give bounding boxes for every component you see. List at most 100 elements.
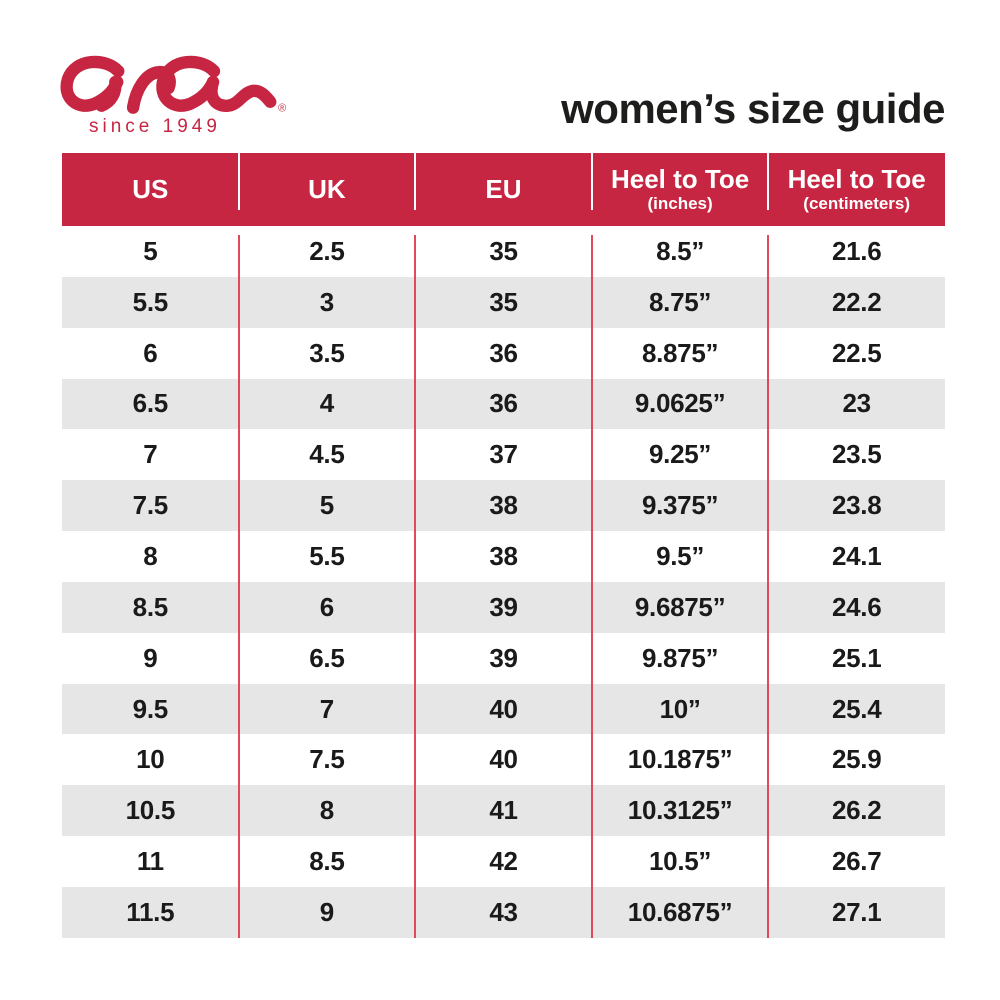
- table-cell: 10.3125”: [627, 795, 733, 826]
- table-row: 8.5 6 39 9.6875” 24.6: [62, 581, 945, 633]
- table-cell: 8.875”: [641, 337, 719, 368]
- header-column-divider: [414, 153, 417, 210]
- table-cell: 27.1: [831, 896, 882, 927]
- brand-block: ® since 1949: [60, 52, 300, 147]
- table-cell: 10: [136, 744, 165, 775]
- table-cell: 38: [489, 490, 518, 521]
- body-column-divider: [237, 235, 240, 938]
- body-column-divider: [414, 235, 417, 938]
- table-cell: 5.5: [132, 286, 169, 317]
- table-cell: 8: [319, 795, 334, 826]
- brand-tagline: since 1949: [89, 116, 221, 137]
- page-title: women’s size guide: [561, 85, 945, 132]
- table-cell: 24.6: [831, 591, 882, 622]
- table-cell: 10.5: [125, 795, 176, 826]
- table-cell: 9.5”: [656, 540, 705, 571]
- table-cell: 35: [489, 235, 518, 266]
- ara-logo-icon: ®: [60, 55, 286, 115]
- table-cell: 5: [143, 235, 158, 266]
- table-cell: 6: [319, 591, 334, 622]
- table-cell: 7.5: [309, 744, 345, 775]
- table-cell: 8: [143, 540, 158, 571]
- table-cell: 11.5: [126, 896, 175, 927]
- table-cell: 25.4: [831, 693, 882, 724]
- column-header-sublabel: (centimeters): [803, 194, 911, 214]
- header-column-divider: [590, 153, 593, 210]
- table-cell: 26.7: [831, 846, 882, 877]
- body-column-divider: [590, 235, 593, 938]
- table-cell: 10.1875”: [627, 744, 733, 775]
- table-cell: 9: [319, 896, 334, 927]
- column-header-label: Heel to Toe: [787, 163, 926, 194]
- column-header-eu: EU: [415, 153, 592, 226]
- table-cell: 3: [319, 286, 334, 317]
- table-row: 9 6.5 39 9.875” 25.1: [62, 632, 945, 684]
- table-cell: 23.8: [831, 490, 882, 521]
- table-cell: 24.1: [831, 540, 882, 571]
- column-header-heel-to-toe-centimeters: Heel to Toe (centimeters): [768, 153, 945, 226]
- table-cell: 41: [489, 795, 518, 826]
- table-cell: 2.5: [309, 235, 345, 266]
- table-cell: 8.5”: [656, 235, 705, 266]
- table-row: 6.5 4 36 9.0625” 23: [62, 378, 945, 430]
- table-cell: 9.6875”: [634, 591, 726, 622]
- registered-mark: ®: [278, 103, 286, 115]
- table-cell: 9.0625”: [634, 388, 726, 419]
- table-row: 7.5 5 38 9.375” 23.8: [62, 480, 945, 532]
- column-header-label: EU: [485, 173, 522, 204]
- header-column-divider: [767, 153, 770, 210]
- table-cell: 11: [136, 846, 164, 877]
- table-cell: 22.5: [831, 337, 882, 368]
- table-cell: 23: [842, 388, 872, 419]
- size-guide-table: US UK EU Heel to Toe (inches) Heel to To…: [62, 153, 945, 938]
- table-cell: 9.375”: [641, 490, 719, 521]
- table-cell: 10”: [659, 693, 701, 724]
- table-cell: 35: [489, 286, 518, 317]
- column-header-label: UK: [308, 173, 346, 204]
- table-cell: 36: [489, 337, 518, 368]
- table-cell: 25.9: [831, 744, 882, 775]
- column-header-label: US: [132, 173, 169, 204]
- table-cell: 3.5: [309, 337, 345, 368]
- column-header-heel-to-toe-inches: Heel to Toe (inches): [592, 153, 769, 226]
- table-row: 9.5 7 40 10” 25.4: [62, 683, 945, 735]
- table-cell: 39: [489, 642, 518, 673]
- table-row: 10 7.5 40 10.1875” 25.9: [62, 734, 945, 786]
- column-header-sublabel: (inches): [647, 194, 713, 214]
- table-cell: 23.5: [831, 439, 882, 470]
- table-cell: 8.5: [309, 846, 345, 877]
- table-cell: 38: [489, 540, 518, 571]
- table-cell: 6.5: [309, 642, 345, 673]
- table-row: 7 4.5 37 9.25” 23.5: [62, 429, 945, 481]
- table-cell: 21.6: [831, 235, 882, 266]
- column-header-label: Heel to Toe: [610, 163, 750, 194]
- table-cell: 7: [143, 439, 158, 470]
- table-cell: 9.25”: [649, 439, 712, 470]
- table-row: 6 3.5 36 8.875” 22.5: [62, 327, 945, 379]
- column-header-uk: UK: [239, 153, 416, 226]
- table-cell: 43: [489, 896, 518, 927]
- table-cell: 40: [489, 693, 518, 724]
- table-cell: 6: [143, 337, 158, 368]
- table-row: 8 5.5 38 9.5” 24.1: [62, 531, 945, 582]
- table-row: 5.5 3 35 8.75” 22.2: [62, 276, 945, 328]
- table-cell: 7.5: [132, 490, 169, 521]
- table-cell: 39: [489, 591, 518, 622]
- table-row: 11 8.5 42 10.5” 26.7: [62, 836, 945, 887]
- column-header-us: US: [62, 153, 239, 226]
- table-cell: 36: [489, 388, 518, 419]
- table-cell: 37: [489, 439, 518, 470]
- table-cell: 9: [143, 642, 158, 673]
- table-cell: 5.5: [309, 540, 345, 571]
- table-cell: 4.5: [309, 439, 345, 470]
- table-cell: 10.5”: [649, 846, 712, 877]
- table-cell: 26.2: [831, 795, 882, 826]
- table-cell: 22.2: [831, 286, 882, 317]
- table-cell: 4: [319, 388, 334, 419]
- table-row: 11.5 9 43 10.6875” 27.1: [62, 886, 945, 938]
- table-cell: 9.875”: [641, 642, 719, 673]
- header-column-divider: [237, 153, 240, 210]
- table-row: 10.5 8 41 10.3125” 26.2: [62, 785, 945, 837]
- table-cell: 8.75”: [649, 286, 712, 317]
